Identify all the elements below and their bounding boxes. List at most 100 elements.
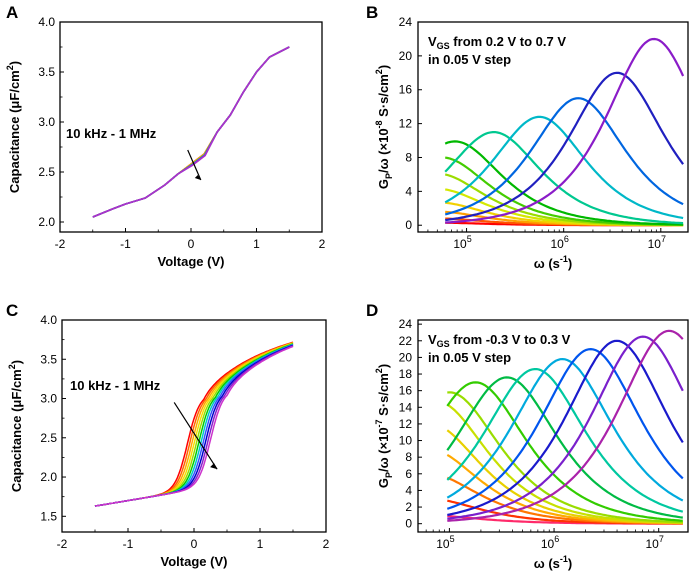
x-tick-label-C: 2 — [323, 537, 330, 551]
y-axis-label-D: GP/ω (×10-7 S·s/cm2) — [374, 364, 394, 488]
y-tick-label-B: 12 — [399, 117, 413, 131]
series-line-B — [444, 97, 684, 216]
x-tick-label-D: 106 — [541, 534, 559, 551]
y-tick-label-D: 6 — [405, 467, 412, 481]
y-tick-label-C: 2.0 — [40, 470, 57, 484]
y-tick-label-D: 18 — [399, 367, 413, 381]
annotation-rest: from 0.2 V to 0.7 V — [450, 34, 567, 49]
series-line-D — [446, 347, 684, 510]
y-tick-label-D: 14 — [399, 400, 413, 414]
y-label-sup: -8 — [374, 120, 384, 128]
y-label-sup: 2 — [7, 364, 17, 369]
series-line-B — [445, 71, 684, 222]
panel-label-C: C — [6, 301, 18, 320]
series-line-D — [446, 381, 683, 522]
x-label-end: ) — [568, 556, 572, 571]
x-axis-label-A: Voltage (V) — [158, 254, 225, 269]
x-tick-base: 10 — [453, 237, 467, 251]
plot-frame-D — [417, 319, 689, 533]
y-label-sup: 2 — [5, 65, 15, 70]
x-tick-label-A: -1 — [120, 237, 131, 251]
annotation-sub: GS — [437, 339, 450, 349]
series-line-B — [444, 115, 684, 220]
y-label-sub: P — [384, 472, 394, 478]
panel-label-D: D — [366, 301, 378, 320]
y-tick-label-D: 24 — [399, 317, 413, 331]
series-line-B — [444, 140, 684, 226]
y-label-unit: μF/cm — [9, 369, 24, 407]
annotation-A: 10 kHz - 1 MHz — [66, 126, 157, 141]
y-tick-label-C: 3.0 — [40, 392, 57, 406]
x-tick-base: 10 — [648, 237, 662, 251]
y-tick-label-A: 2.5 — [38, 165, 55, 179]
y-label-main: G — [376, 478, 391, 488]
y-label-mid: /ω (×10 — [376, 128, 391, 173]
y-label-end: ) — [7, 61, 22, 65]
x-tick-exponent: 5 — [450, 534, 455, 544]
x-tick-label-C: -1 — [123, 537, 134, 551]
arrowhead-C — [210, 463, 218, 470]
x-tick-label-D: 105 — [436, 534, 454, 551]
x-tick-base: 10 — [541, 537, 555, 551]
y-tick-label-B: 16 — [399, 83, 413, 97]
y-tick-label-C: 1.5 — [40, 509, 57, 523]
y-tick-label-D: 12 — [399, 417, 413, 431]
y-tick-label-B: 0 — [405, 218, 412, 232]
annotation-B: VGS from 0.2 V to 0.7 V — [428, 34, 566, 51]
x-tick-base: 10 — [550, 237, 564, 251]
series-group-B — [444, 37, 685, 227]
series-line-D — [447, 329, 684, 522]
x-tick-exponent: 5 — [467, 234, 472, 244]
y-tick-label-D: 4 — [405, 483, 412, 497]
x-label-main: ω (s — [534, 556, 560, 571]
y-tick-label-D: 2 — [405, 500, 412, 514]
y-label-end: ) — [9, 360, 24, 364]
y-label-main: G — [376, 179, 391, 189]
x-label-sup: -1 — [560, 254, 568, 264]
x-tick-exponent: 7 — [661, 234, 666, 244]
x-tick-label-B: 105 — [453, 234, 471, 251]
series-line-D — [446, 368, 684, 513]
x-tick-label-C: 1 — [257, 537, 264, 551]
panel-label-B: B — [366, 3, 378, 22]
y-tick-label-D: 0 — [405, 517, 412, 531]
annotation-v: V — [428, 34, 437, 49]
y-axis-label-C: Capacitance (μF/cm2) — [7, 360, 24, 492]
y-tick-label-D: 10 — [399, 434, 413, 448]
annotation-sub: GS — [437, 41, 450, 51]
annotation-v: V — [428, 332, 437, 347]
y-tick-label-D: 22 — [399, 334, 413, 348]
y-label-unit: μF/cm — [7, 70, 22, 108]
y-label-main: Capacitance ( — [7, 108, 22, 193]
series-line-D — [447, 335, 684, 520]
y-label-mid: /ω (×10 — [376, 427, 391, 472]
x-tick-label-D: 107 — [646, 534, 664, 551]
y-axis-label-A: Capacitance (μF/cm2) — [5, 61, 22, 193]
series-group-D — [446, 329, 684, 525]
y-tick-label-D: 20 — [399, 350, 413, 364]
plot-frame-B — [417, 21, 689, 233]
y-tick-label-D: 8 — [405, 450, 412, 464]
annotation-D: VGS from -0.3 V to 0.3 V — [428, 332, 571, 349]
series-line-A — [92, 46, 290, 218]
y-tick-label-A: 3.5 — [38, 65, 55, 79]
y-tick-label-C: 2.5 — [40, 431, 57, 445]
x-tick-exponent: 6 — [564, 234, 569, 244]
y-label-unit: S·s/cm — [376, 74, 391, 120]
y-tick-label-B: 8 — [405, 150, 412, 164]
y-label-close: ) — [376, 364, 391, 368]
x-label-end: ) — [568, 256, 572, 271]
x-tick-base: 10 — [646, 537, 660, 551]
y-label-sup: -7 — [374, 419, 384, 427]
x-label-main: ω (s — [534, 256, 560, 271]
x-tick-exponent: 7 — [659, 534, 664, 544]
y-label-main: Capacitance ( — [9, 407, 24, 492]
x-tick-label-A: 0 — [188, 237, 195, 251]
x-label-sup: -1 — [560, 554, 568, 564]
x-axis-label-C: Voltage (V) — [161, 554, 228, 569]
y-tick-label-A: 4.0 — [38, 15, 55, 29]
annotation-arrow-A — [187, 149, 202, 181]
